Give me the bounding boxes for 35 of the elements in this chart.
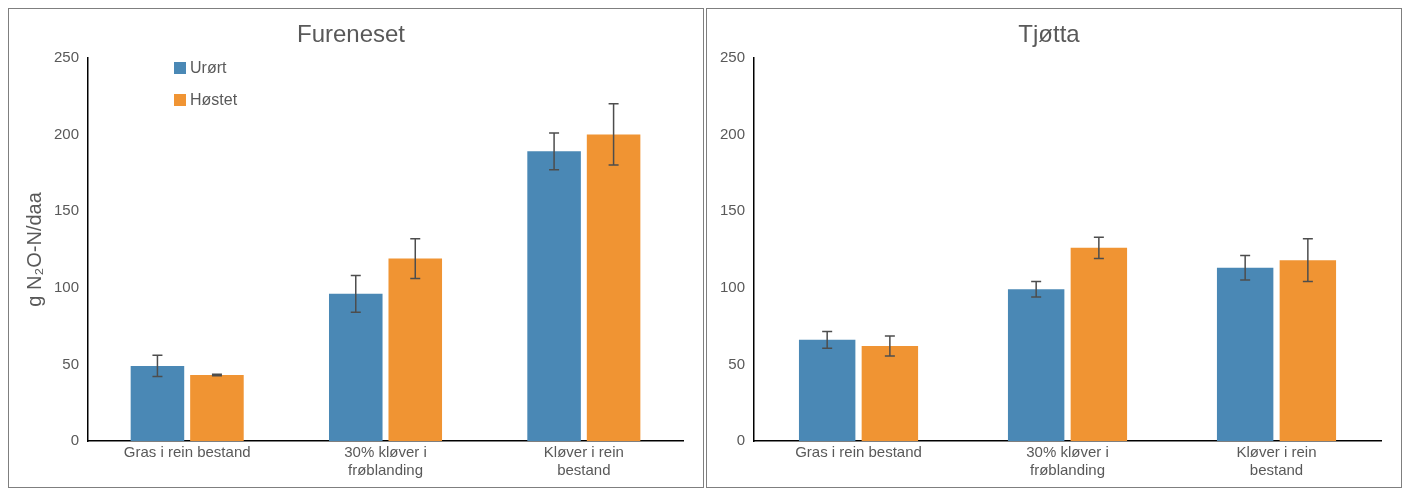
y-tick-label: 50 [62,354,80,372]
x-tick-label: 30% kløver i frøblanding [344,443,427,479]
y-tick-label: 150 [54,201,80,219]
bar [388,258,443,441]
y-tick-label: 150 [720,201,746,219]
legend-label: Urørt [190,59,227,77]
y-tick-label: 100 [720,277,746,295]
y-tick-label: 100 [54,277,80,295]
x-tick-label: Gras i rein bestand [795,443,922,461]
y-tick-label: 200 [54,124,80,142]
x-tick-label: Kløver i rein bestand [543,443,624,479]
bar [1070,247,1128,441]
bar [861,345,919,441]
bar [130,365,185,441]
y-tick-label: 200 [720,124,746,142]
y-tick-label: 250 [54,47,80,65]
x-tick-label: Kløver i rein bestand [1236,443,1317,479]
legend-label: Høstet [190,91,238,109]
chart-title: Fureneset [296,20,406,48]
y-tick-label: 0 [70,431,80,449]
y-tick-label: 0 [736,431,746,449]
bar [190,375,244,441]
y-tick-label: 250 [720,47,746,65]
bar [328,293,383,441]
y-axis-title: g N₂O-N/daa [22,191,45,307]
y-tick-label: 50 [728,354,746,372]
bar [1279,260,1337,441]
bar [586,134,641,441]
bar [1216,267,1274,441]
x-tick-label: Gras i rein bestand [123,443,251,461]
bar [1007,289,1065,441]
x-tick-label: 30% kløver i frøblanding [1026,443,1109,479]
bar [527,151,581,441]
chart-title: Tjøtta [1018,20,1081,48]
bar [798,339,856,441]
